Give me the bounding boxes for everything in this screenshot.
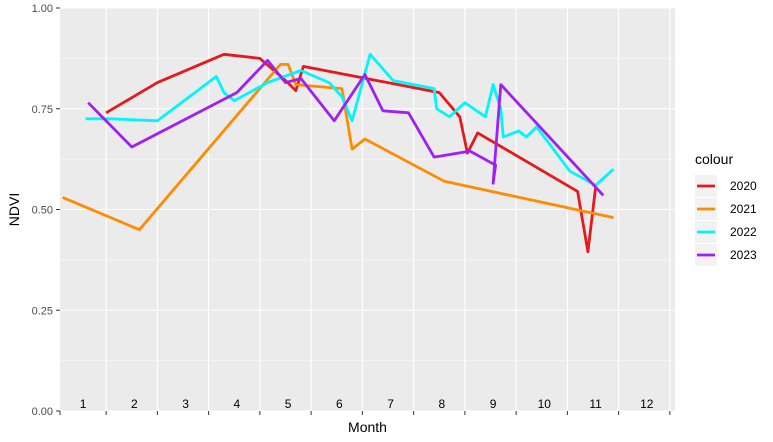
series-line-2023 <box>87 59 605 197</box>
series-line-2021 <box>62 63 614 232</box>
month-label: 5 <box>285 397 292 411</box>
x-axis-title: Month <box>348 419 387 435</box>
y-axis: 0.00 0.25 0.50 0.75 1.00 <box>32 3 60 418</box>
month-label: 10 <box>538 397 552 411</box>
month-label: 6 <box>336 397 343 411</box>
legend-label-2022: 2022 <box>730 225 757 239</box>
legend-label-2023: 2023 <box>730 248 757 262</box>
x-axis <box>59 411 671 415</box>
y-tick-label: 0.00 <box>32 406 53 418</box>
month-label: 2 <box>131 397 138 411</box>
month-label: 11 <box>589 397 602 411</box>
y-tick-label: 0.25 <box>32 305 53 317</box>
y-axis-title: NDVI <box>6 193 22 226</box>
month-label: 7 <box>387 397 394 411</box>
month-label: 3 <box>182 397 189 411</box>
legend-label-2020: 2020 <box>730 179 757 193</box>
month-label: 12 <box>640 397 654 411</box>
legend: colour 2020 2021 2022 2023 <box>695 151 757 266</box>
y-tick-label: 1.00 <box>32 3 53 15</box>
month-label: 9 <box>490 397 497 411</box>
series-line-2022 <box>85 52 615 187</box>
series-lines <box>62 52 615 254</box>
month-label: 8 <box>438 397 445 411</box>
grid-minor <box>60 58 675 361</box>
y-tick-label: 0.50 <box>32 205 53 217</box>
series-line-2020 <box>105 52 597 254</box>
y-tick-label: 0.75 <box>32 104 53 116</box>
month-labels: 1 2 3 4 5 6 7 8 9 10 11 12 <box>80 397 654 411</box>
month-label: 1 <box>80 397 87 411</box>
legend-title: colour <box>695 151 733 167</box>
legend-items: 2020 2021 2022 2023 <box>695 175 757 266</box>
legend-label-2021: 2021 <box>730 202 757 216</box>
month-label: 4 <box>233 397 240 411</box>
